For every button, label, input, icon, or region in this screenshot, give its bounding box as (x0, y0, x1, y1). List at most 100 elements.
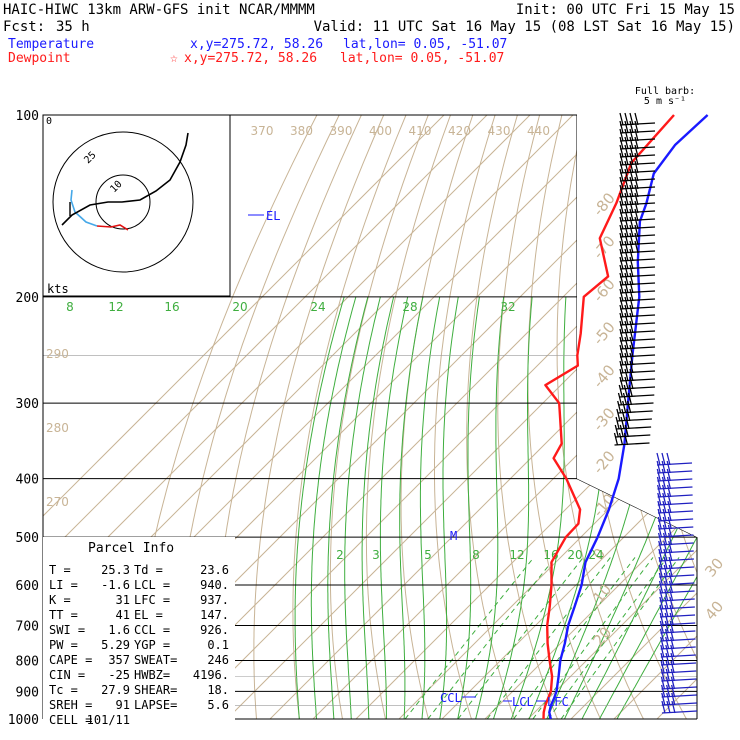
barb-tick (624, 352, 629, 366)
barb-tick (670, 644, 675, 658)
barb-tick (624, 192, 629, 206)
barb-tick (666, 476, 672, 490)
level-annotations: EL M CCL LCL LFC (248, 209, 569, 709)
barb-tick (663, 564, 668, 578)
barb-tick (619, 152, 624, 166)
theta-tick-label: 440 (527, 124, 550, 138)
barb-tick (629, 360, 634, 374)
barb-tick (657, 516, 662, 530)
barb-tick (615, 416, 620, 430)
barb-tick (656, 460, 661, 474)
barb-tick (667, 492, 672, 506)
pressure-tick-label: 300 (16, 397, 39, 412)
dewpoint-latlon: lat,lon= 0.05, -51.07 (340, 51, 504, 66)
barb-tick (624, 200, 629, 214)
barb-tick (665, 644, 670, 658)
barb-tick (634, 192, 639, 206)
barb-tick (619, 368, 624, 382)
barb-tick (634, 144, 639, 158)
dry-adiabat (329, 115, 429, 719)
barb-tick (660, 652, 665, 666)
theta-tick-label: 400 (369, 124, 392, 138)
barb-tick (658, 580, 664, 594)
barb-tick (634, 232, 639, 246)
barb-tick (619, 336, 624, 350)
parcel-value: 5.29 (101, 638, 130, 652)
barb-tick (658, 556, 663, 570)
barb-tick (661, 684, 666, 698)
barb-tick (663, 540, 668, 554)
barb-tick (661, 460, 666, 474)
hodograph-units: kts (47, 282, 69, 296)
barb-tick (624, 144, 629, 158)
barb-tick (664, 628, 670, 642)
barb-tick (624, 336, 629, 350)
hodograph-corner-mark: 0 (46, 116, 52, 127)
barb-tick (619, 248, 624, 262)
barb-tick (627, 400, 632, 414)
barb-tick (668, 540, 673, 554)
barb-tick (624, 168, 629, 182)
moist-adiabat (419, 296, 441, 719)
barb-tick (619, 184, 624, 198)
theta-tick-label: 380 (290, 124, 313, 138)
barb-tick (624, 240, 629, 254)
parcel-value: 246 (207, 653, 229, 667)
barb-tick (666, 460, 671, 474)
m-label: M (450, 529, 457, 543)
barb-tick (671, 692, 676, 706)
barb-tick (664, 620, 669, 634)
barb-tick (661, 692, 666, 706)
moist-adiabat (454, 296, 480, 719)
parcel-value: 23.6 (200, 563, 229, 577)
moist-adiabat (437, 296, 459, 719)
barb-tick (667, 500, 672, 514)
theta-tick-labels: 370 380 390 400 410 420 430 440 290 280 270 (46, 124, 550, 509)
mixing-ratio-line (532, 557, 654, 719)
barb-tick (624, 296, 629, 310)
barb-tick (629, 368, 634, 382)
barb-tick (624, 152, 629, 166)
barb-tick (629, 312, 634, 326)
barb-tick (619, 120, 624, 134)
moist-adiabat (361, 296, 395, 719)
isotherm-tick-label: 30 (701, 554, 727, 580)
barb-tick (668, 556, 673, 570)
dewpoint-xy: x,y=275.72, 58.26 (184, 51, 317, 66)
barb-tick (629, 232, 634, 246)
barb-tick (629, 328, 634, 342)
ccl-label: CCL (440, 691, 462, 705)
barb-tick (624, 312, 629, 326)
barb-shaft (618, 402, 654, 406)
barb-tick (624, 376, 629, 390)
barb-tick (634, 224, 639, 238)
pressure-tick-label: 100 (16, 109, 39, 124)
wind-barb (616, 408, 652, 422)
barb-tick (671, 684, 676, 698)
barb-tick (629, 296, 634, 310)
parcel-key: SHEAR= (134, 683, 177, 697)
barb-tick (619, 224, 624, 238)
barb-tick (662, 524, 668, 538)
parcel-key: T = (49, 563, 71, 577)
isotherm (269, 115, 697, 719)
moist-adiabat (294, 296, 345, 719)
barb-tick (629, 320, 634, 334)
barb-shaft (616, 426, 652, 430)
parcel-value: 101/11 (87, 713, 130, 727)
barb-tick (624, 272, 629, 286)
barb-shaft (616, 418, 652, 422)
barb-shaft (661, 710, 697, 714)
barb-tick (619, 312, 624, 326)
barb-tick (619, 208, 624, 222)
barb-tick (667, 508, 672, 522)
moist-adiabat (379, 296, 409, 719)
barb-tick (629, 224, 634, 238)
barb-tick (668, 572, 674, 586)
barb-tick (634, 136, 639, 150)
barb-tick (669, 596, 674, 610)
pressure-tick-labels: 100 200 300 400 500 600 700 800 900 1000 (8, 109, 39, 728)
barb-tick (624, 176, 629, 190)
